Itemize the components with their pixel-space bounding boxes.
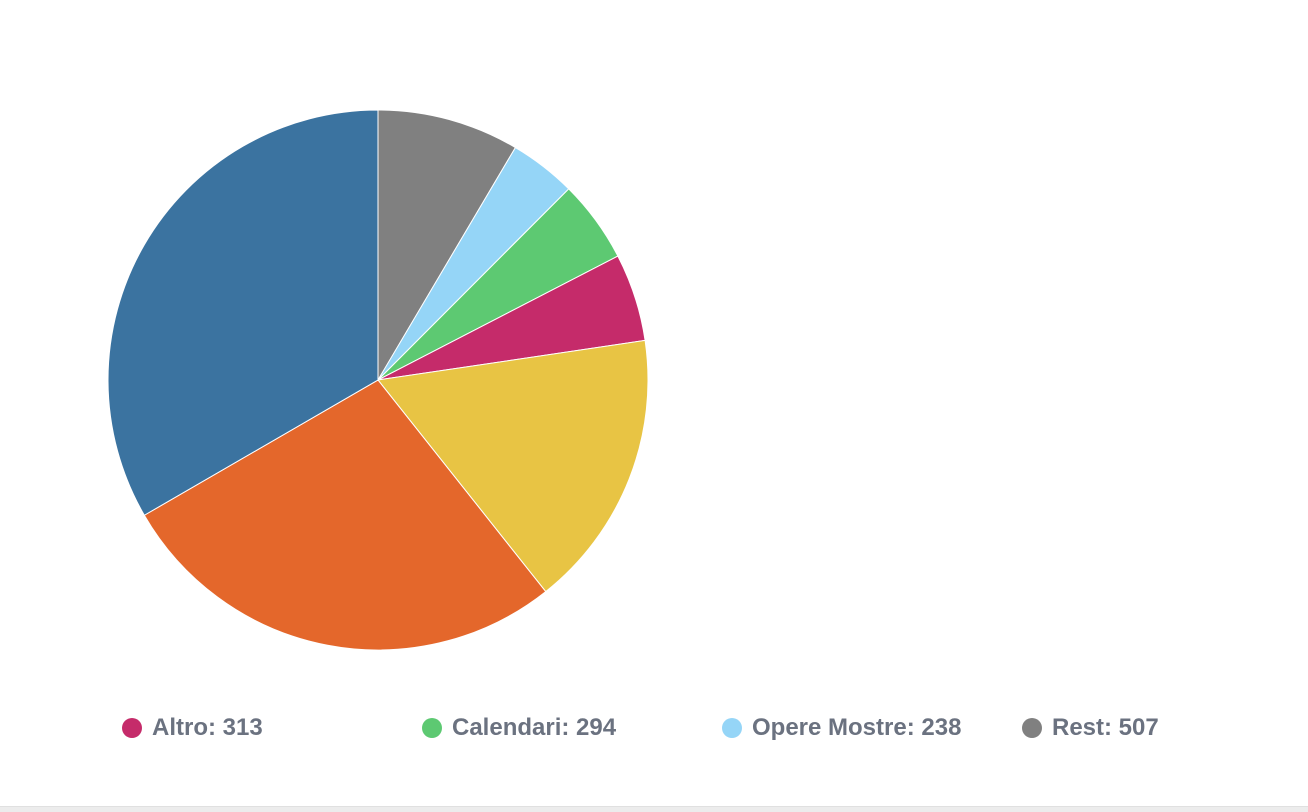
legend-dot-icon (722, 718, 742, 738)
pie-slice-4[interactable] (377, 339, 649, 593)
legend: Altro: 313 Calendari: 294 Opere Mostre: … (0, 710, 1308, 750)
legend-dot-icon (122, 718, 142, 738)
legend-label: Opere Mostre: 238 (752, 714, 962, 741)
legend-item-calendari[interactable]: Calendari: 294 (422, 710, 616, 746)
pie-chart (107, 109, 649, 651)
pie-slice-5[interactable] (143, 379, 547, 651)
legend-label: Rest: 507 (1052, 714, 1159, 741)
legend-label: Calendari: 294 (452, 714, 617, 741)
legend-item-opere-mostre[interactable]: Opere Mostre: 238 (722, 710, 961, 746)
pie-slice-6[interactable] (107, 109, 379, 516)
legend-dot-icon (422, 718, 442, 738)
pie-slice-0[interactable] (377, 109, 517, 382)
legend-item-rest[interactable]: Rest: 507 (1022, 710, 1159, 746)
bottom-divider (0, 806, 1308, 812)
legend-dot-icon (1022, 718, 1042, 738)
legend-label: Altro: 313 (152, 714, 263, 741)
legend-item-altro[interactable]: Altro: 313 (122, 710, 263, 746)
